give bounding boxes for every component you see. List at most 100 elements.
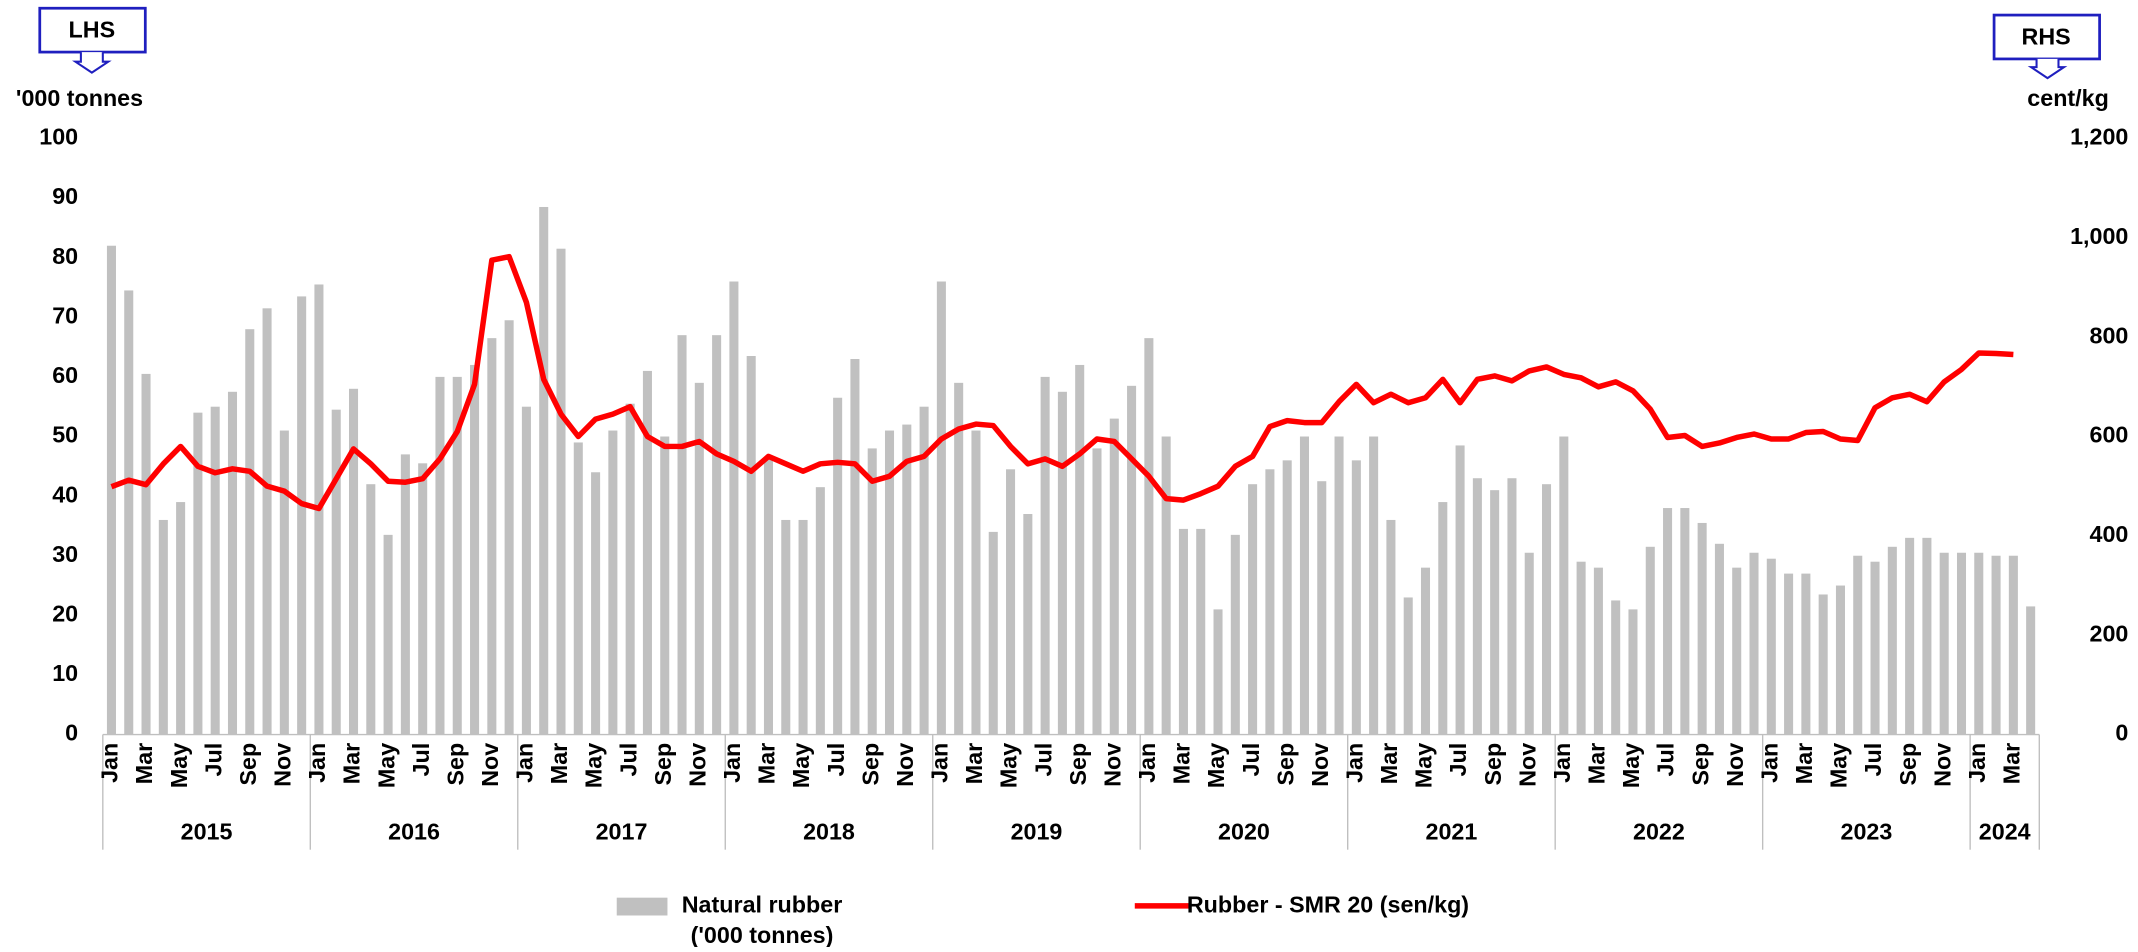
bar — [1351, 460, 1361, 735]
bar — [262, 308, 272, 735]
bar — [1092, 448, 1102, 735]
bar — [141, 373, 151, 735]
bar — [1714, 543, 1724, 735]
bar — [642, 370, 652, 735]
bar — [763, 457, 774, 735]
year-label: 2019 — [1011, 818, 1063, 844]
x-tick-label: Sep — [650, 743, 676, 786]
bar — [919, 406, 929, 735]
bar — [1023, 513, 1033, 735]
bar — [521, 406, 531, 735]
bar — [1455, 445, 1465, 735]
bar — [2008, 555, 2018, 735]
bar — [1939, 552, 1949, 735]
x-tick-label: Jan — [304, 743, 330, 783]
bar — [1870, 561, 1880, 735]
bar — [1438, 502, 1448, 735]
bar — [487, 338, 497, 735]
x-tick-label: May — [1826, 743, 1852, 788]
year-label: 2021 — [1426, 818, 1478, 844]
year-label: 2017 — [596, 818, 648, 844]
bar — [539, 206, 549, 735]
bar — [227, 391, 238, 735]
x-tick-label: Mar — [546, 743, 572, 784]
bar — [1611, 600, 1621, 735]
bar — [954, 382, 964, 735]
bar — [1801, 573, 1811, 735]
bar — [1905, 537, 1915, 735]
bar — [348, 388, 359, 735]
bar — [1784, 573, 1794, 735]
x-tick-label: Jul — [1653, 743, 1679, 777]
x-tick-label: Nov — [1929, 743, 1955, 787]
bar — [331, 409, 341, 735]
bar — [1507, 478, 1517, 735]
bar — [1006, 469, 1016, 735]
x-tick-label: Nov — [1099, 743, 1125, 787]
bar — [1403, 597, 1413, 735]
bar — [1697, 522, 1707, 735]
bar — [504, 320, 514, 735]
legend-label: Natural rubber ('000 tonnes) — [681, 892, 843, 948]
bar — [660, 436, 670, 735]
x-tick-label: Jan — [1964, 743, 1990, 783]
bar — [1196, 528, 1206, 735]
bar — [781, 519, 791, 735]
x-tick-label: Jan — [1134, 743, 1160, 783]
x-tick-label: Jul — [1445, 743, 1471, 777]
x-tick-label: Nov — [1307, 743, 1333, 787]
bar — [176, 502, 186, 735]
bar — [1420, 567, 1431, 735]
x-tick-label: Mar — [339, 743, 365, 784]
x-tick-label: Jan — [927, 743, 953, 783]
bar — [1299, 436, 1309, 735]
y-tick-label: 70 — [52, 302, 78, 328]
x-tick-label: Nov — [1722, 743, 1748, 787]
x-tick-label: Sep — [442, 743, 468, 786]
bar — [1317, 481, 1327, 735]
bar — [158, 519, 168, 735]
bar — [1818, 594, 1828, 735]
y-tick-label: 0 — [65, 720, 78, 746]
x-tick-label: Nov — [684, 743, 710, 787]
x-tick-label: Jan — [719, 743, 745, 783]
bar — [1248, 484, 1258, 735]
x-tick-label: Sep — [235, 743, 261, 786]
year-label: 2018 — [803, 818, 855, 844]
y-axis-label: '000 tonnes — [16, 85, 143, 111]
legend-entry: Rubber - SMR 20 (sen/kg) — [1187, 892, 1469, 918]
bar — [1922, 537, 1932, 735]
bar — [798, 519, 808, 735]
x-tick-label: Mar — [1999, 743, 2025, 784]
y2-tick-label: 1,200 — [2070, 124, 2128, 150]
bar — [1265, 469, 1275, 735]
x-tick-label: May — [166, 743, 192, 788]
bar — [1991, 555, 2001, 735]
bar — [677, 335, 687, 735]
x-tick-label: Mar — [1376, 743, 1402, 784]
bar — [279, 430, 289, 735]
x-tick-label: Jan — [1756, 743, 1782, 783]
x-tick-label: Jan — [1341, 743, 1367, 783]
bar — [1593, 567, 1603, 735]
x-tick-label: Sep — [857, 743, 883, 786]
bar — [1835, 585, 1845, 735]
bar — [435, 376, 445, 735]
bar — [1057, 391, 1067, 735]
bar — [1144, 338, 1154, 735]
bar — [591, 472, 601, 735]
bar — [1472, 478, 1482, 735]
bar — [383, 534, 393, 735]
bar — [1213, 609, 1223, 735]
x-tick-label: Jul — [615, 743, 641, 777]
y2-axis-label: cent/kg — [2027, 85, 2109, 111]
bar — [400, 454, 410, 735]
bar — [1559, 436, 1569, 735]
y-tick-label: 10 — [52, 660, 78, 686]
x-tick-label: Sep — [1687, 743, 1713, 786]
bar — [106, 245, 116, 735]
bar — [867, 448, 877, 735]
x-tick-label: Sep — [1895, 743, 1921, 786]
y-tick-label: 50 — [52, 422, 78, 448]
x-tick-label: Sep — [1065, 743, 1091, 786]
